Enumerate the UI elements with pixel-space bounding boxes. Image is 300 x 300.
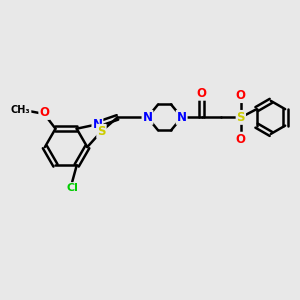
Text: N: N xyxy=(177,111,187,124)
Text: N: N xyxy=(92,118,102,131)
Text: S: S xyxy=(97,125,106,138)
Text: Cl: Cl xyxy=(66,183,78,193)
Text: N: N xyxy=(142,111,152,124)
Text: CH₃: CH₃ xyxy=(11,105,31,115)
Text: O: O xyxy=(197,87,207,100)
Text: O: O xyxy=(236,89,246,102)
Text: O: O xyxy=(236,133,246,146)
Text: O: O xyxy=(39,106,49,119)
Text: S: S xyxy=(237,111,245,124)
